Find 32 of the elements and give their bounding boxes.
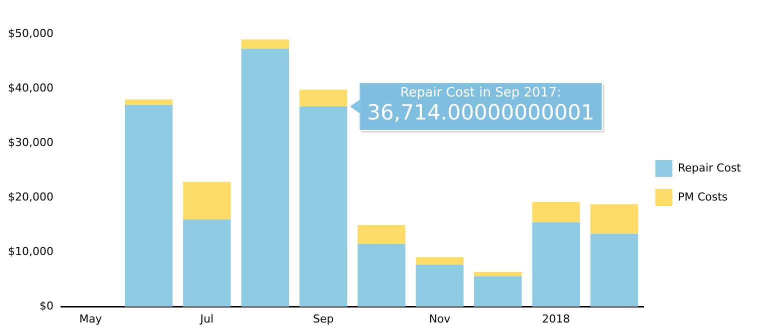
bar bbox=[416, 257, 464, 265]
y-tick-label: $20,000 bbox=[8, 190, 54, 204]
bar bbox=[358, 244, 406, 307]
bar bbox=[183, 220, 231, 307]
x-tick-label: Nov bbox=[428, 312, 451, 326]
y-tick-label: $10,000 bbox=[8, 245, 54, 258]
bar bbox=[474, 276, 522, 307]
legend-label: PM Costs bbox=[678, 190, 728, 204]
bar bbox=[183, 182, 231, 220]
x-tick-label: Sep bbox=[312, 312, 334, 326]
bar bbox=[590, 234, 638, 307]
y-tick-label: $30,000 bbox=[8, 136, 54, 149]
bar bbox=[241, 39, 289, 49]
bar bbox=[241, 48, 289, 307]
bar bbox=[532, 222, 580, 307]
bar bbox=[590, 204, 638, 234]
y-tick-label: $0 bbox=[39, 300, 54, 313]
bar bbox=[124, 104, 173, 307]
bar bbox=[358, 224, 406, 244]
legend-label: Repair Cost bbox=[678, 161, 742, 174]
bar bbox=[299, 90, 348, 106]
x-tick-label: Jul bbox=[199, 312, 214, 326]
y-tick-label: $50,000 bbox=[8, 26, 54, 40]
bar bbox=[532, 202, 580, 222]
y-tick-label: $40,000 bbox=[8, 81, 54, 94]
x-tick-label: May bbox=[79, 312, 102, 326]
bar bbox=[124, 99, 173, 105]
bar bbox=[474, 272, 522, 276]
bar bbox=[416, 264, 464, 307]
x-tick-label: 2018 bbox=[542, 312, 570, 326]
bar bbox=[299, 106, 348, 307]
annotation: Repair Cost in Sep 2017: 36,714.00000000001 bbox=[367, 85, 594, 124]
